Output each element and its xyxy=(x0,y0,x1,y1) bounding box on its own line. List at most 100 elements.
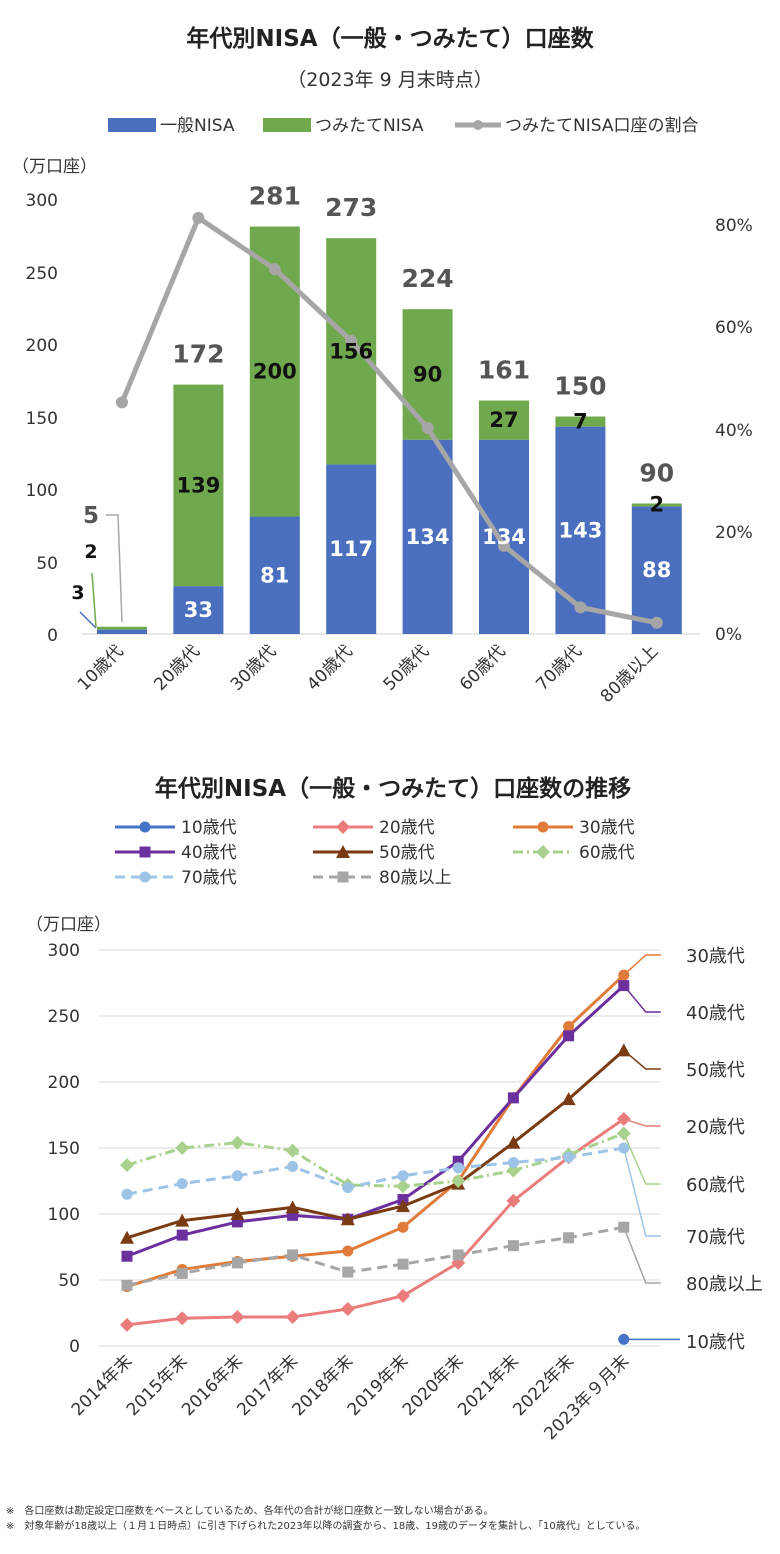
series-line-5 xyxy=(126,1132,625,1188)
series-line-2 xyxy=(126,973,625,1289)
total-label-5: 161 xyxy=(478,356,530,385)
legend-swatch-tsumitate xyxy=(263,118,311,132)
legend-swatch-ippan xyxy=(108,118,156,132)
end-label-2: 50歳代 xyxy=(686,1060,745,1081)
bar-ippan-6 xyxy=(555,426,606,634)
ippan-label-6: 143 xyxy=(558,518,602,542)
y-tick-250: 250 xyxy=(26,264,58,284)
series-6-point-4 xyxy=(342,1182,354,1194)
legend-marker-4 xyxy=(336,845,350,858)
series-2 xyxy=(121,969,630,1293)
series-7-point-5 xyxy=(397,1258,409,1270)
bar-ippan-0 xyxy=(97,629,147,634)
series-5-point-9 xyxy=(616,1126,631,1141)
ratio-point-3 xyxy=(345,334,358,347)
y-tick-200: 200 xyxy=(26,336,58,356)
ratio-point-4 xyxy=(421,422,434,434)
series-6-point-7 xyxy=(507,1157,519,1169)
y-tick-150: 150 xyxy=(26,409,58,429)
series-3-point-0 xyxy=(121,1250,133,1262)
series-4-point-8 xyxy=(561,1092,576,1106)
series-6-point-0 xyxy=(121,1188,133,1200)
series-1-point-2 xyxy=(230,1309,245,1324)
series-6-point-8 xyxy=(563,1151,575,1163)
series-7-point-9 xyxy=(618,1221,630,1233)
chart1-value-labels: 3313917281200281117156273134902241342716… xyxy=(172,182,674,623)
series-4-point-3 xyxy=(285,1200,300,1214)
total-label-6: 150 xyxy=(554,372,606,401)
series-6-point-5 xyxy=(397,1170,409,1182)
footnote-2: ※ 対象年齢が18歳以上（１月１日時点）に引き下げられた2023年以降の調査から… xyxy=(6,1521,646,1532)
end-leader-2 xyxy=(623,1049,661,1070)
series-6 xyxy=(121,1142,630,1200)
tsumitate-label-10s: 2 xyxy=(84,541,97,563)
chart2-ylabel: （万口座） xyxy=(26,915,111,935)
account-by-age-chart: 年代別NISA（一般・つみたて）口座数 （2023年 9 月末時点） 一般NIS… xyxy=(12,25,753,707)
series-6-point-2 xyxy=(231,1170,243,1182)
bar-tsumitate-6 xyxy=(555,416,606,427)
bar-ippan-4 xyxy=(402,439,453,634)
x-label-4: 50歳代 xyxy=(380,641,433,694)
tsumitate-label-4: 90 xyxy=(413,362,442,386)
series-1-point-1 xyxy=(175,1311,190,1326)
ratio-line xyxy=(119,215,658,626)
tsumitate-label-3: 156 xyxy=(329,339,373,363)
legend-marker-2 xyxy=(537,821,549,833)
legend-label-5: 60歳代 xyxy=(579,843,635,863)
series-1-point-0 xyxy=(120,1317,134,1332)
series-3-point-7 xyxy=(507,1092,519,1104)
total-label-10s: 5 xyxy=(83,503,99,529)
end-label-5: 70歳代 xyxy=(686,1227,745,1248)
y-tick-100: 100 xyxy=(48,1205,80,1225)
total-label-1: 172 xyxy=(172,340,224,369)
end-leader-5 xyxy=(623,1147,661,1237)
series-4-point-1 xyxy=(175,1213,190,1227)
series-1-point-4 xyxy=(340,1302,355,1317)
series-5-point-3 xyxy=(285,1143,300,1158)
series-5-point-7 xyxy=(506,1163,521,1178)
ratio-point-6 xyxy=(574,601,587,614)
chart1-y-ticks: 300 250 200 150 100 50 0 xyxy=(26,191,58,646)
series-7-point-8 xyxy=(563,1232,575,1244)
series-line-4 xyxy=(126,1049,625,1240)
series-7-point-0 xyxy=(121,1279,133,1291)
tsumitate-label-6: 7 xyxy=(573,410,588,434)
end-label-3: 20歳代 xyxy=(686,1117,745,1138)
series-3-point-1 xyxy=(176,1229,188,1241)
chart2-legend: 10歳代 20歳代 30歳代 40歳代 50歳代 60歳代 70歳代 80歳以上 xyxy=(115,818,635,888)
legend-marker-5 xyxy=(536,845,550,859)
legend-marker-7 xyxy=(337,871,349,883)
bar-ippan-7 xyxy=(631,506,682,634)
series-1-point-9 xyxy=(616,1111,631,1126)
series-line-7 xyxy=(126,1225,625,1287)
bar-ippan-5 xyxy=(479,439,529,634)
series-7-point-1 xyxy=(176,1267,188,1279)
ippan-label-3: 117 xyxy=(329,537,373,561)
chart1-y2-ticks: 80% 60% 40% 20% 0% xyxy=(715,216,753,645)
legend-marker-0 xyxy=(139,821,151,833)
series-7-point-2 xyxy=(231,1257,243,1269)
legend-label-tsumitate: つみたてNISA xyxy=(315,116,424,136)
chart1-ratio-line xyxy=(116,211,663,629)
legend-label-ippan: 一般NISA xyxy=(160,116,235,136)
chart1-subtitle: （2023年 9 月末時点） xyxy=(287,69,493,91)
series-5-point-0 xyxy=(120,1158,134,1173)
y2-tick-80: 80% xyxy=(715,216,753,236)
y2-tick-0: 0% xyxy=(715,625,742,645)
leader-line-10s-ippan xyxy=(79,611,97,629)
legend-label-1: 20歳代 xyxy=(379,818,435,838)
end-label-7: 10歳代 xyxy=(686,1332,745,1353)
legend-label-6: 70歳代 xyxy=(181,868,237,888)
series-5-point-5 xyxy=(396,1179,410,1194)
bar-tsumitate-0 xyxy=(97,626,147,630)
y-tick-0: 0 xyxy=(69,1337,80,1357)
bar-tsumitate-7 xyxy=(631,503,682,507)
ippan-label-10s: 3 xyxy=(71,582,84,604)
ratio-point-1 xyxy=(192,211,205,224)
chart1-small-labels: 3 2 5 xyxy=(71,503,99,604)
series-3-point-8 xyxy=(563,1030,575,1042)
series-5-point-1 xyxy=(175,1141,190,1155)
footnotes: ※ 各口座数は勘定設定口座数をベースとしているため、各年代の合計が総口座数と一致… xyxy=(6,1504,645,1534)
y-tick-150: 150 xyxy=(48,1139,80,1159)
end-label-6: 80歳以上 xyxy=(686,1274,763,1295)
